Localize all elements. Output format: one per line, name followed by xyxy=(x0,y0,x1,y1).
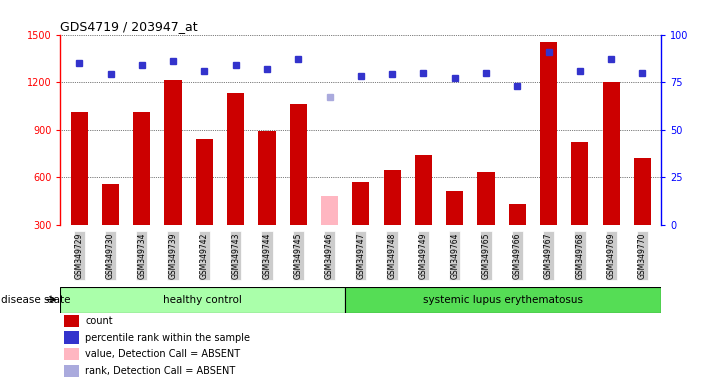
Bar xyxy=(352,182,370,225)
Bar xyxy=(64,348,79,361)
Bar xyxy=(634,158,651,225)
Text: GSM349767: GSM349767 xyxy=(544,232,553,279)
Text: GSM349769: GSM349769 xyxy=(606,232,616,279)
Bar xyxy=(60,287,345,313)
Text: GSM349764: GSM349764 xyxy=(450,232,459,279)
Text: GSM349745: GSM349745 xyxy=(294,232,303,279)
Text: GSM349766: GSM349766 xyxy=(513,232,522,279)
Text: disease state: disease state xyxy=(1,295,71,305)
Text: GSM349768: GSM349768 xyxy=(575,232,584,278)
Bar xyxy=(258,131,276,225)
Bar xyxy=(508,204,526,225)
Bar xyxy=(289,104,307,225)
Bar xyxy=(196,139,213,225)
Bar xyxy=(64,315,79,327)
Text: healthy control: healthy control xyxy=(164,295,242,305)
Text: percentile rank within the sample: percentile rank within the sample xyxy=(85,333,250,343)
Text: GSM349747: GSM349747 xyxy=(356,232,365,279)
Text: rank, Detection Call = ABSENT: rank, Detection Call = ABSENT xyxy=(85,366,235,376)
Text: GSM349770: GSM349770 xyxy=(638,232,647,279)
Text: GSM349729: GSM349729 xyxy=(75,232,84,278)
Bar xyxy=(540,43,557,225)
Text: GSM349730: GSM349730 xyxy=(106,232,115,279)
Text: count: count xyxy=(85,316,113,326)
Text: GSM349749: GSM349749 xyxy=(419,232,428,279)
Text: systemic lupus erythematosus: systemic lupus erythematosus xyxy=(423,295,583,305)
Bar xyxy=(602,82,620,225)
Text: GSM349765: GSM349765 xyxy=(481,232,491,279)
Bar xyxy=(64,331,79,344)
Bar xyxy=(227,93,245,225)
Bar xyxy=(102,184,119,225)
Text: GSM349748: GSM349748 xyxy=(387,232,397,278)
Text: value, Detection Call = ABSENT: value, Detection Call = ABSENT xyxy=(85,349,240,359)
Bar xyxy=(321,196,338,225)
Bar xyxy=(70,112,88,225)
Bar xyxy=(383,170,401,225)
Text: GDS4719 / 203947_at: GDS4719 / 203947_at xyxy=(60,20,198,33)
Bar xyxy=(446,190,464,225)
Bar xyxy=(477,172,495,225)
Text: GSM349746: GSM349746 xyxy=(325,232,334,279)
Text: GSM349743: GSM349743 xyxy=(231,232,240,279)
Bar xyxy=(133,112,151,225)
Bar xyxy=(164,81,182,225)
Text: GSM349734: GSM349734 xyxy=(137,232,146,279)
Bar xyxy=(345,287,661,313)
Text: GSM349739: GSM349739 xyxy=(169,232,178,279)
Bar xyxy=(64,365,79,377)
Bar xyxy=(415,155,432,225)
Bar xyxy=(571,142,589,225)
Text: GSM349742: GSM349742 xyxy=(200,232,209,278)
Text: GSM349744: GSM349744 xyxy=(262,232,272,279)
